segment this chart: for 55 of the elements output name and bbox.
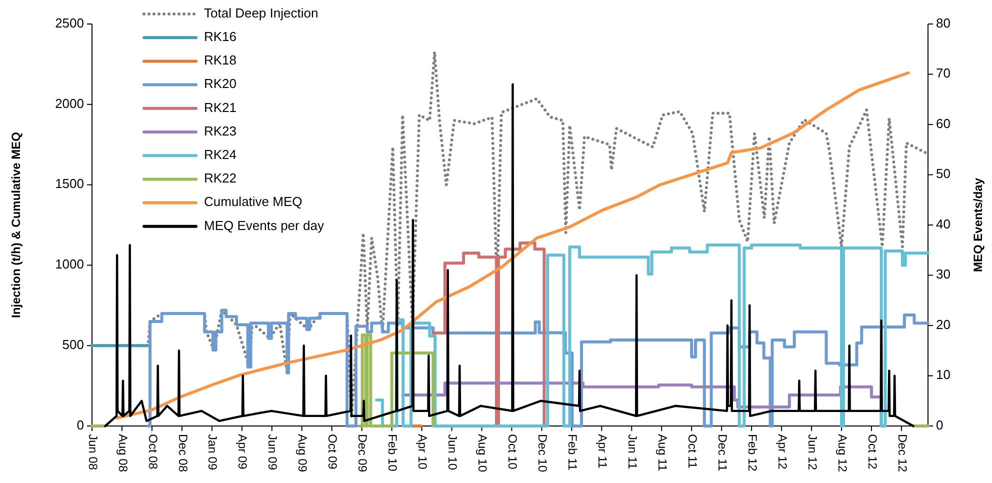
x-tick-label: Oct 08 — [146, 434, 160, 470]
legend-label: RK20 — [204, 76, 237, 92]
y2-tick-label: 80 — [936, 15, 950, 30]
y2-tick-label: 40 — [936, 216, 950, 232]
x-tick-label: Feb 10 — [386, 434, 400, 472]
legend-label: Cumulative MEQ — [204, 194, 302, 210]
x-tick-label: Jan 09 — [206, 434, 220, 470]
legend-label: RK21 — [204, 100, 237, 115]
y2-tick-label: 20 — [936, 316, 950, 332]
x-tick-label: Dec 11 — [715, 434, 730, 472]
x-tick-label: Oct 10 — [506, 434, 520, 470]
x-tick-label: Dec 10 — [536, 434, 550, 472]
x-tick-label: Aug 08 — [116, 434, 130, 472]
x-tick-label: Jun 08 — [86, 434, 100, 470]
x-tick-label: Apr 09 — [236, 434, 250, 470]
x-tick-label: Dec 09 — [356, 434, 370, 472]
x-tick-label: Jun 10 — [446, 434, 460, 470]
x-tick-label: Feb 11 — [566, 434, 580, 471]
x-tick-label: Aug 12 — [835, 434, 850, 472]
y2-tick-label: 60 — [936, 116, 950, 131]
y2-tick-label: 70 — [936, 66, 950, 81]
x-tick-label: Aug 10 — [476, 434, 490, 472]
x-tick-label: Apr 10 — [416, 434, 430, 470]
y-axis-title: Injection (t/h) & Cumulative MEQ — [9, 132, 23, 318]
y-tick-label: 0 — [76, 417, 84, 432]
legend-label: RK22 — [204, 170, 237, 186]
legend-label: Total Deep Injection — [204, 5, 318, 20]
legend-label: RK16 — [204, 29, 237, 44]
x-tick-label: Apr 12 — [775, 434, 790, 470]
x-tick-label: Feb 12 — [745, 434, 760, 472]
x-tick-label: Oct 12 — [865, 434, 880, 470]
legend-label: RK24 — [204, 147, 237, 162]
y-tick-label: 2000 — [55, 96, 84, 111]
y2-tick-label: 50 — [936, 166, 950, 182]
y2-tick-label: 10 — [936, 367, 950, 382]
legend-label: RK23 — [204, 123, 237, 138]
x-tick-label: Aug 09 — [296, 434, 310, 472]
y-tick-label: 1000 — [55, 256, 84, 272]
x-tick-label: Dec 12 — [895, 434, 910, 472]
x-tick-label: Jun 11 — [625, 434, 640, 470]
y-tick-label: 1500 — [55, 176, 84, 192]
legend-label: RK18 — [204, 52, 237, 68]
x-tick-label: Oct 09 — [326, 434, 340, 470]
x-tick-label: Oct 11 — [685, 434, 700, 469]
x-tick-label: Jun 09 — [266, 434, 280, 470]
x-tick-label: Apr 11 — [595, 434, 610, 469]
x-tick-label: Aug 11 — [655, 434, 670, 472]
y-tick-label: 2500 — [55, 15, 84, 30]
x-tick-label: Dec 08 — [176, 434, 190, 472]
x-tick-label: Jun 12 — [805, 434, 820, 470]
legend-label: MEQ Events per day — [204, 218, 324, 233]
y2-tick-label: 0 — [936, 417, 944, 432]
y2-tick-label: 30 — [936, 266, 950, 282]
y2-axis-title: MEQ Events/day — [971, 178, 985, 272]
y-tick-label: 500 — [62, 337, 84, 352]
